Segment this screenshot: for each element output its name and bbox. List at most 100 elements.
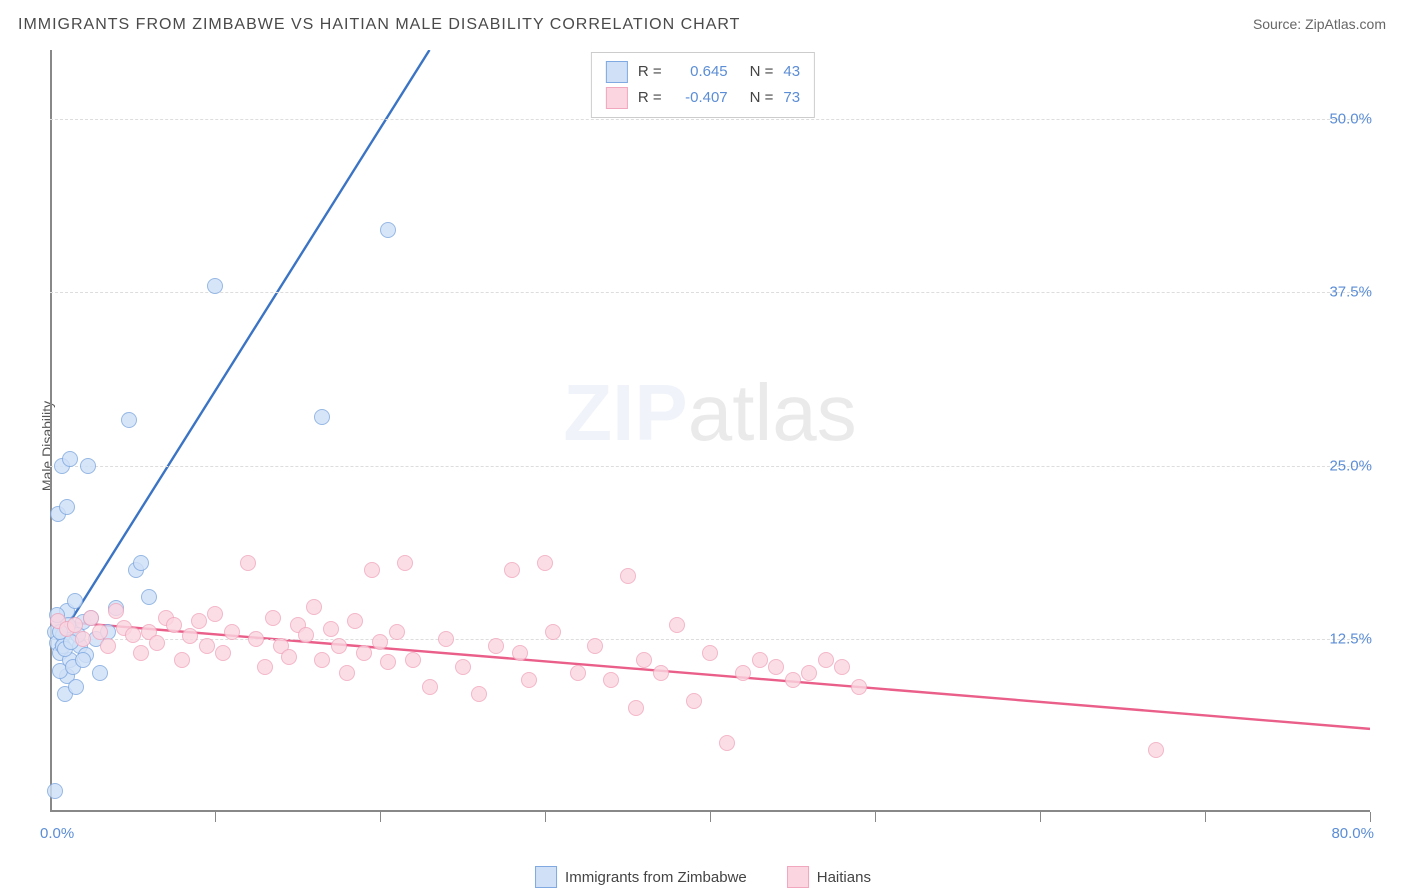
data-point-haitians	[298, 627, 314, 643]
legend-swatch	[606, 61, 628, 83]
gridline-h	[50, 466, 1370, 467]
data-point-haitians	[125, 627, 141, 643]
gridline-h	[50, 119, 1370, 120]
data-point-haitians	[75, 631, 91, 647]
plot-area: ZIPatlas 0.0% 80.0% 12.5%25.0%37.5%50.0%	[50, 50, 1370, 840]
n-label: N =	[750, 85, 774, 111]
legend-swatch	[787, 866, 809, 888]
data-point-haitians	[537, 555, 553, 571]
data-point-haitians	[331, 638, 347, 654]
trend-lines-layer	[50, 50, 1370, 840]
data-point-haitians	[471, 686, 487, 702]
data-point-haitians	[207, 606, 223, 622]
source-link[interactable]: ZipAtlas.com	[1305, 16, 1386, 32]
legend-series-label: Immigrants from Zimbabwe	[565, 869, 747, 886]
data-point-haitians	[752, 652, 768, 668]
data-point-haitians	[182, 628, 198, 644]
x-tick	[1040, 812, 1041, 822]
data-point-haitians	[191, 613, 207, 629]
r-value: -0.407	[672, 85, 728, 111]
legend-series-item: Haitians	[787, 866, 871, 888]
data-point-haitians	[133, 645, 149, 661]
data-point-haitians	[603, 672, 619, 688]
data-point-haitians	[108, 603, 124, 619]
data-point-haitians	[397, 555, 413, 571]
data-point-zimbabwe	[75, 652, 91, 668]
data-point-haitians	[199, 638, 215, 654]
data-point-zimbabwe	[47, 783, 63, 799]
data-point-haitians	[851, 679, 867, 695]
r-value: 0.645	[672, 59, 728, 85]
data-point-zimbabwe	[59, 499, 75, 515]
x-tick	[710, 812, 711, 822]
data-point-haitians	[257, 659, 273, 675]
x-tick	[1205, 812, 1206, 822]
data-point-haitians	[587, 638, 603, 654]
data-point-haitians	[455, 659, 471, 675]
data-point-haitians	[166, 617, 182, 633]
data-point-haitians	[488, 638, 504, 654]
data-point-haitians	[504, 562, 520, 578]
data-point-haitians	[364, 562, 380, 578]
data-point-haitians	[240, 555, 256, 571]
n-label: N =	[750, 59, 774, 85]
data-point-haitians	[735, 665, 751, 681]
data-point-zimbabwe	[314, 409, 330, 425]
legend-series-item: Immigrants from Zimbabwe	[535, 866, 747, 888]
data-point-haitians	[521, 672, 537, 688]
data-point-haitians	[339, 665, 355, 681]
data-point-haitians	[347, 613, 363, 629]
data-point-zimbabwe	[68, 679, 84, 695]
data-point-haitians	[628, 700, 644, 716]
data-point-haitians	[545, 624, 561, 640]
data-point-haitians	[323, 621, 339, 637]
data-point-haitians	[834, 659, 850, 675]
data-point-haitians	[100, 638, 116, 654]
legend-stats-row: R = -0.407 N = 73	[606, 85, 800, 111]
watermark: ZIPatlas	[563, 367, 856, 459]
data-point-haitians	[422, 679, 438, 695]
data-point-haitians	[215, 645, 231, 661]
data-point-zimbabwe	[92, 665, 108, 681]
data-point-haitians	[512, 645, 528, 661]
data-point-haitians	[768, 659, 784, 675]
n-value: 73	[783, 85, 800, 111]
data-point-haitians	[702, 645, 718, 661]
data-point-haitians	[636, 652, 652, 668]
data-point-haitians	[686, 693, 702, 709]
legend-swatch	[606, 87, 628, 109]
r-label: R =	[638, 85, 662, 111]
data-point-haitians	[174, 652, 190, 668]
y-tick-label: 12.5%	[1329, 630, 1372, 647]
gridline-h	[50, 292, 1370, 293]
data-point-zimbabwe	[141, 589, 157, 605]
chart-title: IMMIGRANTS FROM ZIMBABWE VS HAITIAN MALE…	[18, 16, 740, 34]
source-attribution: Source: ZipAtlas.com	[1253, 16, 1386, 32]
data-point-haitians	[785, 672, 801, 688]
legend-series-label: Haitians	[817, 869, 871, 886]
data-point-zimbabwe	[133, 555, 149, 571]
data-point-haitians	[1148, 742, 1164, 758]
x-min-label: 0.0%	[40, 825, 74, 842]
data-point-haitians	[372, 634, 388, 650]
data-point-haitians	[224, 624, 240, 640]
data-point-haitians	[818, 652, 834, 668]
data-point-zimbabwe	[62, 451, 78, 467]
data-point-haitians	[248, 631, 264, 647]
legend-stats: R = 0.645 N = 43R = -0.407 N = 73	[591, 52, 815, 118]
data-point-zimbabwe	[80, 458, 96, 474]
data-point-haitians	[653, 665, 669, 681]
y-tick-label: 50.0%	[1329, 111, 1372, 128]
data-point-haitians	[389, 624, 405, 640]
data-point-zimbabwe	[121, 412, 137, 428]
n-value: 43	[783, 59, 800, 85]
data-point-haitians	[620, 568, 636, 584]
data-point-haitians	[306, 599, 322, 615]
data-point-haitians	[356, 645, 372, 661]
x-tick	[545, 812, 546, 822]
x-tick	[875, 812, 876, 822]
y-tick-label: 37.5%	[1329, 284, 1372, 301]
data-point-haitians	[149, 635, 165, 651]
data-point-haitians	[438, 631, 454, 647]
data-point-zimbabwe	[207, 278, 223, 294]
